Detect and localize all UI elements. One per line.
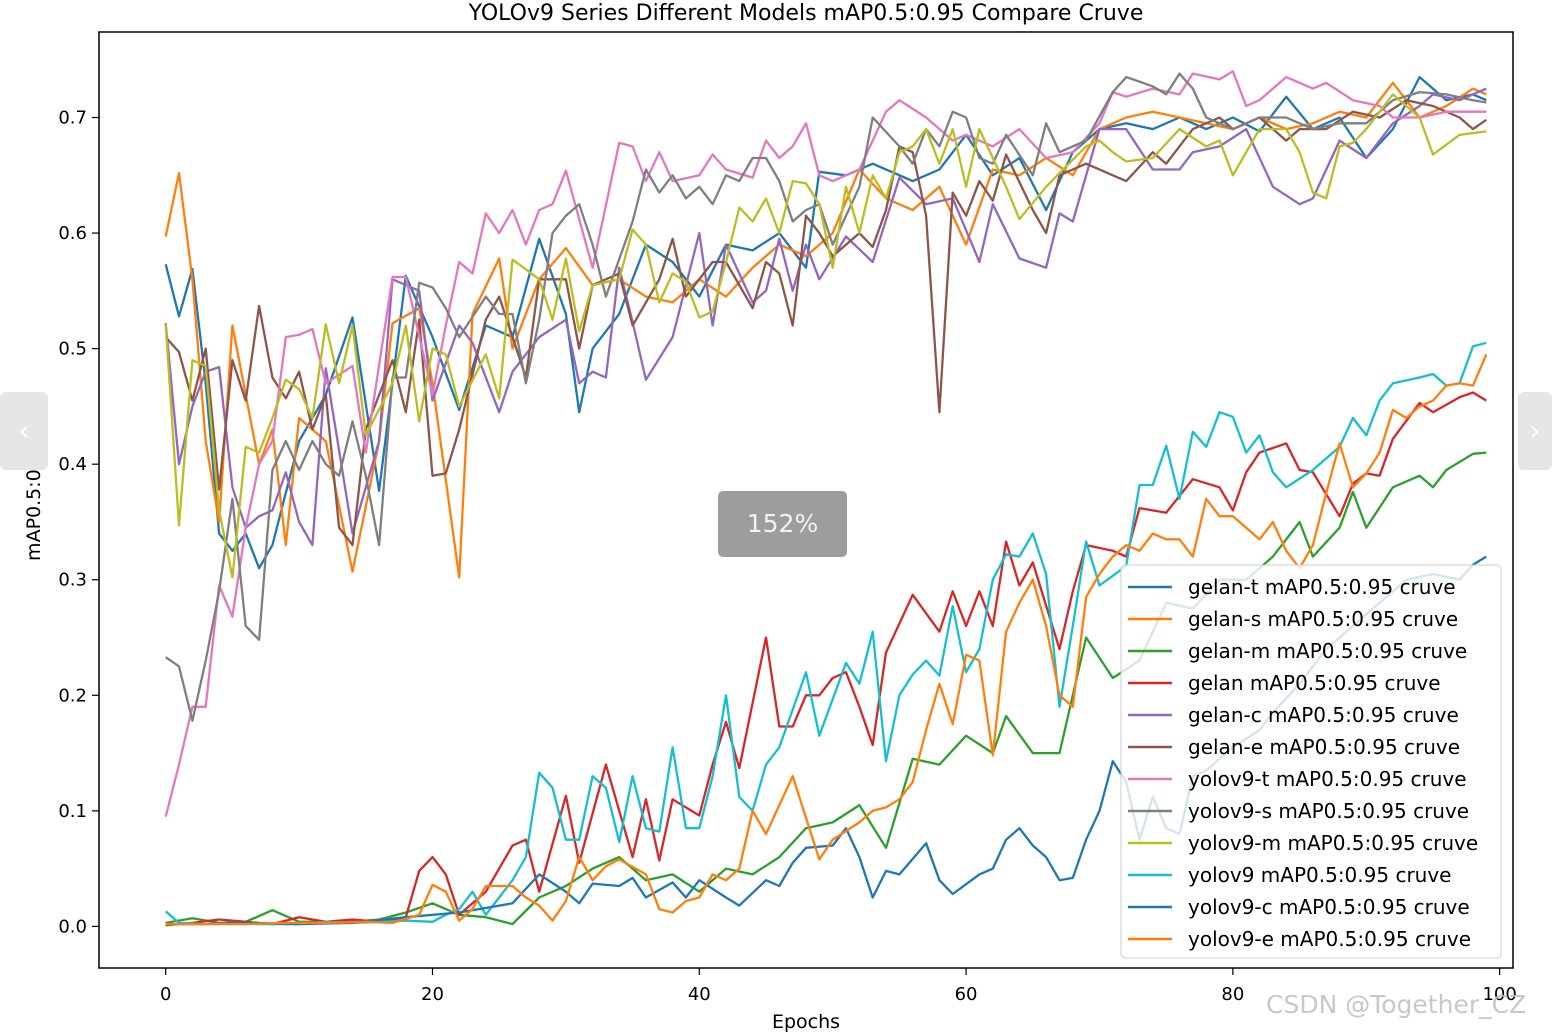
- chart-title: YOLOv9 Series Different Models mAP0.5:0.…: [468, 1, 1144, 26]
- x-tick-label: 80: [1221, 984, 1244, 1005]
- legend-entry: yolov9-s mAP0.5:0.95 cruve: [1188, 799, 1469, 823]
- legend: gelan-t mAP0.5:0.95 cruve gelan-s mAP0.5:…: [1120, 564, 1502, 959]
- x-axis: 0 20 40 60 80 100: [160, 968, 1517, 1005]
- legend-entry: yolov9-e mAP0.5:0.95 cruve: [1188, 927, 1471, 951]
- series-lines: [164, 70, 1488, 927]
- legend-entry: gelan-t mAP0.5:0.95 cruve: [1188, 575, 1456, 599]
- x-tick-label: 40: [688, 984, 711, 1005]
- y-axis: 0.0 0.1 0.2 0.3 0.4 0.5 0.6 0.7: [58, 108, 99, 937]
- y-tick-label: 0.1: [58, 801, 87, 822]
- series-line-11: [165, 353, 1488, 926]
- y-tick-label: 0.5: [58, 339, 87, 360]
- x-axis-label: Epochs: [772, 1011, 840, 1033]
- legend-entry: gelan-c mAP0.5:0.95 cruve: [1188, 703, 1459, 727]
- series-line-3: [165, 391, 1487, 927]
- series-line-4: [164, 87, 1487, 547]
- y-tick-label: 0.3: [58, 570, 87, 591]
- series-line-7: [165, 72, 1487, 722]
- series-line-8: [164, 93, 1487, 579]
- next-image-button[interactable]: ›: [1518, 392, 1552, 470]
- y-tick-label: 0.4: [58, 454, 87, 475]
- legend-entry: gelan-e mAP0.5:0.95 cruve: [1188, 735, 1460, 759]
- series-line-9: [164, 341, 1487, 926]
- y-tick-label: 0.2: [58, 685, 87, 706]
- legend-entry: yolov9-c mAP0.5:0.95 cruve: [1188, 895, 1470, 919]
- x-tick-label: 100: [1482, 984, 1516, 1005]
- chevron-left-icon: ‹: [18, 414, 30, 447]
- legend-entry: gelan mAP0.5:0.95 cruve: [1188, 671, 1441, 695]
- x-tick-label: 0: [160, 984, 171, 1005]
- y-tick-label: 0.0: [58, 916, 87, 937]
- series-line-2: [165, 451, 1487, 926]
- y-tick-label: 0.7: [58, 108, 87, 129]
- legend-entry: yolov9 mAP0.5:0.95 cruve: [1188, 863, 1451, 887]
- x-tick-label: 20: [421, 984, 444, 1005]
- plot-area-frame: [98, 31, 1514, 969]
- series-line-6: [164, 70, 1487, 817]
- legend-entry: yolov9-t mAP0.5:0.95 cruve: [1188, 767, 1467, 791]
- x-tick-label: 60: [955, 984, 978, 1005]
- legend-entry: gelan-s mAP0.5:0.95 cruve: [1188, 607, 1458, 631]
- series-line-5: [164, 99, 1487, 547]
- y-tick-label: 0.6: [58, 223, 87, 244]
- chevron-right-icon: ›: [1529, 414, 1541, 447]
- legend-entry: gelan-m mAP0.5:0.95 cruve: [1188, 639, 1467, 663]
- series-line-0: [164, 75, 1487, 570]
- zoom-level-badge: 152%: [718, 491, 847, 557]
- watermark: CSDN @Together_CZ: [1266, 990, 1527, 1019]
- legend-box: [1120, 564, 1502, 959]
- legend-entry: yolov9-m mAP0.5:0.95 cruve: [1188, 831, 1478, 855]
- previous-image-button[interactable]: ‹: [0, 392, 48, 470]
